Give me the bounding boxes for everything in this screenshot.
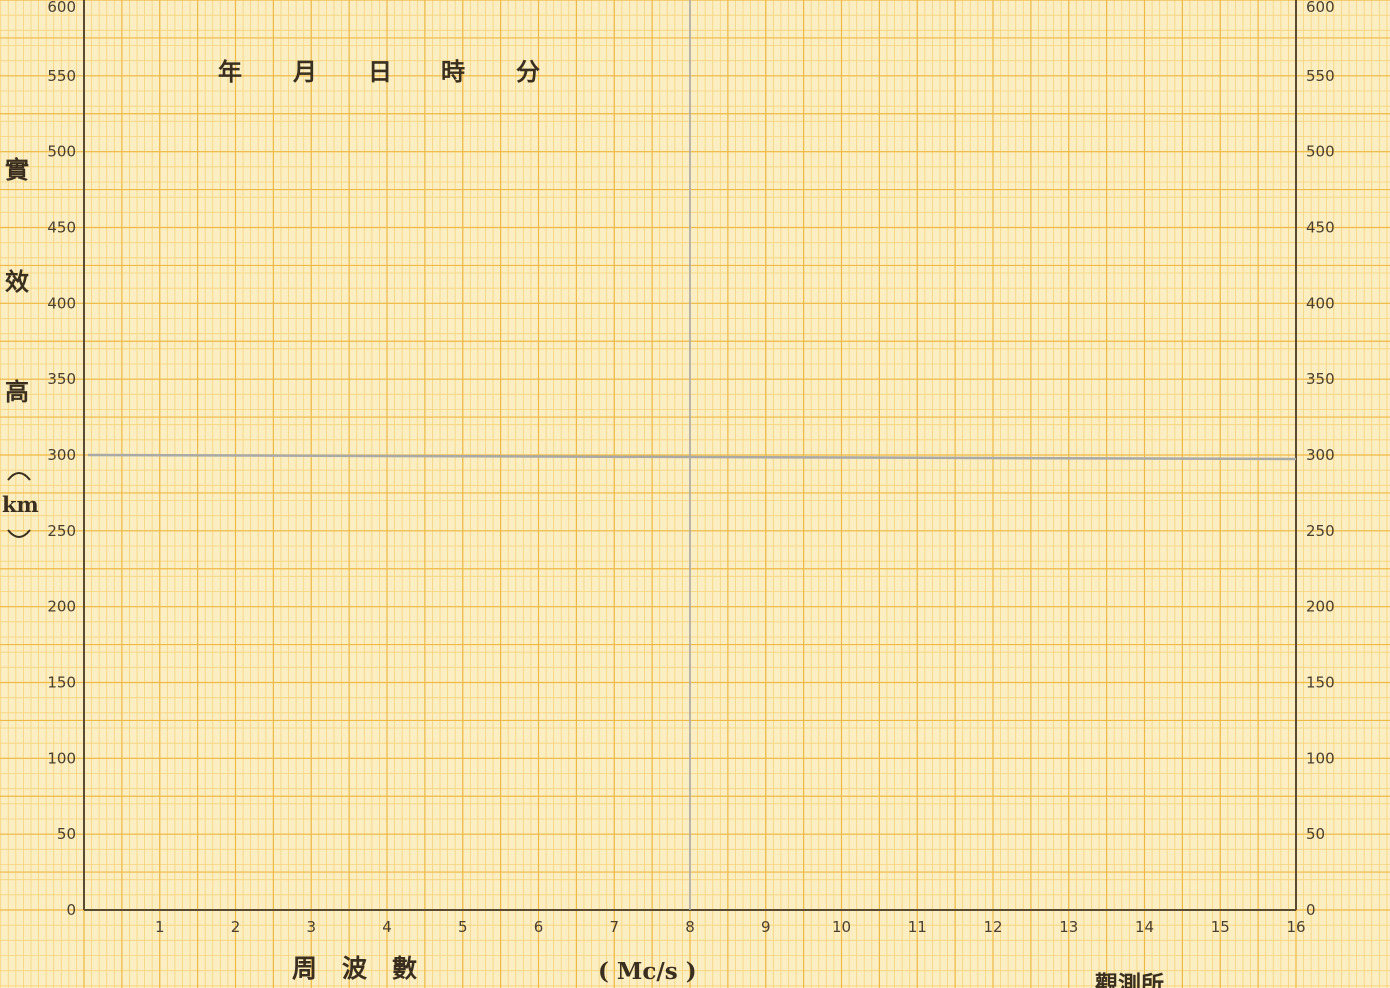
y-title-char-3: 高 (5, 377, 29, 406)
x-tick-label: 14 (1135, 918, 1154, 936)
y-unit-label: km (2, 492, 39, 517)
x-tick-label: 16 (1286, 918, 1305, 936)
y-tick-label-left: 550 (47, 67, 76, 85)
y-tick-label-left: 200 (47, 598, 76, 616)
axis-layer (83, 0, 1297, 911)
y300-reference-line (87, 453, 1297, 461)
y-tick-label-left: 50 (57, 825, 76, 843)
y-tick-label-right: 250 (1306, 522, 1335, 540)
y-tick-label-right: 350 (1306, 370, 1335, 388)
month-label: 月 (292, 57, 317, 86)
x-tick-label: 2 (231, 918, 241, 936)
y-tick-label-left: 300 (47, 446, 76, 464)
y-tick-label-right: 600 (1306, 0, 1335, 16)
x-tick-label: 1 (155, 918, 165, 936)
y-tick-label-right: 0 (1306, 901, 1316, 919)
y-tick-label-right: 100 (1306, 749, 1335, 767)
x-tick-label: 3 (306, 918, 316, 936)
y-tick-label-left: 400 (47, 294, 76, 312)
x-tick-label: 7 (609, 918, 619, 936)
y-tick-label-left: 450 (47, 219, 76, 237)
tick-label-layer: 1 2 3 4 5 6 7 8 9 10 11 12 13 14 15 1605010015020025030… (47, 0, 1334, 936)
y-tick-label-left: 350 (47, 370, 76, 388)
y-tick-label-right: 450 (1306, 219, 1335, 237)
x-axis-unit: ( Mc/s ) (598, 958, 697, 985)
y-tick-label-right: 200 (1306, 598, 1335, 616)
y-tick-label-left: 100 (47, 749, 76, 767)
y-tick-label-left: 0 (66, 901, 76, 919)
day-label: 日 (368, 57, 392, 86)
y-tick-label-right: 50 (1306, 825, 1325, 843)
y-tick-label-right: 550 (1306, 67, 1335, 85)
y-title-char-2: 效 (5, 267, 29, 296)
x-tick-label: 11 (908, 918, 927, 936)
x-tick-label: 15 (1211, 918, 1230, 936)
y-unit-open-paren (7, 472, 31, 481)
x-axis-title: 周 波 數 (292, 954, 417, 983)
y-tick-label-right: 500 (1306, 143, 1335, 161)
y-tick-label-left: 600 (47, 0, 76, 16)
y-tick-label-right: 400 (1306, 294, 1335, 312)
x-tick-label: 5 (458, 918, 468, 936)
hour-label: 時 (441, 57, 465, 86)
y-tick-label-left: 250 (47, 522, 76, 540)
y-axis-title: 實 效 高 km (2, 155, 39, 538)
x-tick-label: 9 (761, 918, 771, 936)
x-tick-label: 8 (685, 918, 695, 936)
y-unit-close-paren (7, 529, 31, 538)
x-tick-label: 6 (534, 918, 544, 936)
minute-label: 分 (516, 57, 540, 86)
y-title-char-1: 實 (5, 155, 29, 184)
y-tick-label-right: 300 (1306, 446, 1335, 464)
x-tick-label: 10 (832, 918, 851, 936)
datetime-header: 年 月 日 時 分 (218, 57, 540, 86)
x-tick-label: 4 (382, 918, 392, 936)
x-tick-label: 13 (1059, 918, 1078, 936)
station-label: 觀測所 (1095, 971, 1164, 988)
y-tick-label-left: 150 (47, 674, 76, 692)
x-tick-label: 12 (983, 918, 1002, 936)
y-tick-label-left: 500 (47, 143, 76, 161)
y-tick-label-right: 150 (1306, 674, 1335, 692)
year-label: 年 (218, 57, 242, 86)
